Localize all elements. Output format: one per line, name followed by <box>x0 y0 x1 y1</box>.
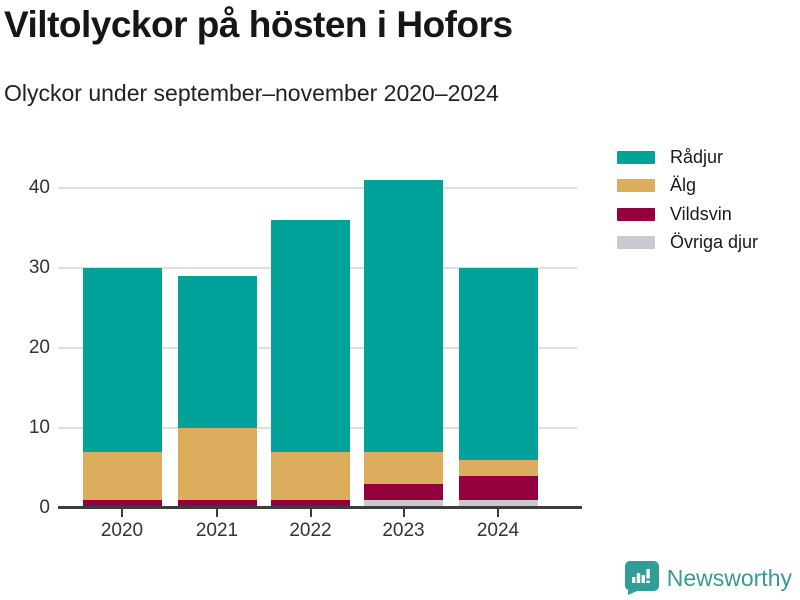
x-axis-label: 2022 <box>289 520 332 541</box>
bar-segment-2023--vriga-djur <box>364 500 443 508</box>
bar-segment-2021-r-djur <box>177 276 257 428</box>
bar-segment-2022--lg <box>271 452 350 500</box>
legend-label-ovriga-djur: Övriga djur <box>670 232 759 252</box>
y-axis-label: 10 <box>28 417 50 438</box>
legend-label-radjur: Rådjur <box>670 146 724 167</box>
bar-segment-2022-vildsvin <box>271 500 350 508</box>
bar-segment-2024-vildsvin <box>458 476 538 500</box>
bar-segment-2020-vildsvin <box>82 500 162 508</box>
chart-subtitle: Olyckor under september–november 2020–20… <box>4 80 499 106</box>
chart-title: Viltolyckor på hösten i Hofors <box>4 4 513 45</box>
legend-item-radjur: Rådjur <box>617 146 758 167</box>
x-axis-tick <box>216 509 218 517</box>
legend-item-alg: Älg <box>617 175 758 195</box>
bar-segment-2023-r-djur <box>364 180 443 452</box>
x-axis-tick <box>402 509 405 517</box>
y-axis-label: 0 <box>39 497 50 518</box>
legend-swatch-ovriga-djur <box>617 236 655 249</box>
legend-label-vildsvin: Vildsvin <box>670 203 732 224</box>
y-axis-label: 20 <box>28 337 50 358</box>
y-axis-label: 40 <box>28 177 50 198</box>
bar-segment-2024-r-djur <box>458 268 538 460</box>
bar-segment-2020-r-djur <box>82 268 162 452</box>
bar-segment-2021--lg <box>177 428 257 500</box>
x-axis-line <box>58 506 582 509</box>
x-axis-tick <box>497 509 499 517</box>
bar-segment-2020--lg <box>82 452 162 500</box>
bar-segment-2021-vildsvin <box>177 500 257 508</box>
x-axis-label: 2021 <box>195 520 239 541</box>
y-axis-label: 30 <box>28 257 50 278</box>
gridline <box>58 187 577 189</box>
legend-swatch-alg <box>617 179 655 192</box>
legend-label-alg: Älg <box>670 175 697 195</box>
legend-item-vildsvin: Vildsvin <box>617 203 758 224</box>
bar-segment-2024--vriga-djur <box>458 500 538 508</box>
bar-chart-speech-bubble-icon <box>624 561 659 595</box>
chart-legend: Rådjur Älg Vildsvin Övriga djur <box>617 146 759 262</box>
legend-swatch-vildsvin <box>617 207 655 221</box>
bar-segment-2023--lg <box>364 452 443 484</box>
x-axis-tick <box>121 509 123 517</box>
x-axis-tick <box>309 509 312 517</box>
legend-item-ovriga-djur: Övriga djur <box>617 232 759 252</box>
newsworthy-brand-link[interactable]: Newsworthy <box>623 560 792 596</box>
bar-segment-2022-r-djur <box>271 220 350 452</box>
x-axis-label: 2023 <box>382 520 425 541</box>
bar-segment-2023-vildsvin <box>364 484 443 500</box>
bar-segment-2024--lg <box>458 460 538 476</box>
brand-name: Newsworthy <box>666 564 792 591</box>
legend-swatch-radjur <box>617 150 655 164</box>
x-axis-label: 2020 <box>100 520 144 541</box>
x-axis-label: 2024 <box>476 520 520 541</box>
